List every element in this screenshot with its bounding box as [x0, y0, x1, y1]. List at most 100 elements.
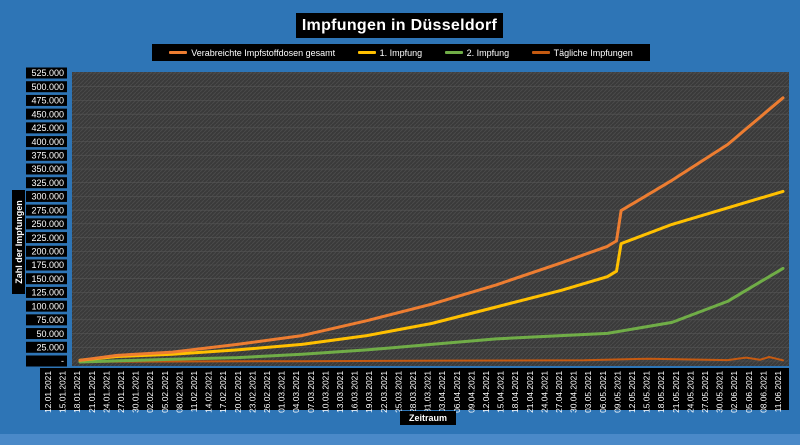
y-tick-label: 325.000 — [31, 178, 64, 188]
xtick-band — [40, 368, 789, 410]
series-line-3 — [79, 356, 784, 363]
x-tick-label: 03.04.2021 — [437, 371, 447, 413]
y-tick-bg — [26, 273, 67, 285]
y-tick-bg — [26, 163, 67, 175]
y-tick-label: 425.000 — [31, 123, 64, 133]
y-tick-bg — [26, 136, 67, 148]
x-tick-label: 22.03.2021 — [379, 371, 389, 413]
legend-item: 1. Impfung — [357, 47, 423, 58]
x-tick-label: 16.03.2021 — [350, 371, 360, 413]
y-tick-label: 200.000 — [31, 246, 64, 256]
x-tick-label: 24.01.2021 — [101, 371, 111, 413]
x-tick-label: 21.04.2021 — [525, 371, 535, 413]
x-tick-label: 26.02.2021 — [262, 371, 272, 413]
x-tick-label: 17.02.2021 — [218, 371, 228, 413]
x-tick-label: 18.04.2021 — [510, 371, 520, 413]
x-tick-label: 31.03.2021 — [423, 371, 433, 413]
x-tick-label: 27.04.2021 — [554, 371, 564, 413]
y-tick-label: 225.000 — [31, 233, 64, 243]
y-tick-bg — [26, 355, 67, 367]
y-tick-bg — [26, 245, 67, 257]
x-tick-label: 19.03.2021 — [364, 371, 374, 413]
x-tick-label: 15.05.2021 — [642, 371, 652, 413]
x-tick-label: 01.03.2021 — [277, 371, 287, 413]
y-tick-label: - — [61, 356, 64, 366]
y-tick-bg — [26, 67, 67, 79]
x-tick-label: 24.05.2021 — [685, 371, 695, 413]
x-tick-label: 28.03.2021 — [408, 371, 418, 413]
y-tick-bg — [26, 108, 67, 120]
x-tick-label: 21.01.2021 — [87, 371, 97, 413]
x-tick-label: 27.05.2021 — [700, 371, 710, 413]
x-tick-label: 05.02.2021 — [160, 371, 170, 413]
x-tick-label: 12.01.2021 — [43, 371, 53, 413]
y-tick-bg — [26, 286, 67, 298]
legend-swatch — [169, 51, 188, 54]
x-axis-title: Zeitraum — [400, 411, 456, 425]
y-tick-bg — [26, 122, 67, 134]
x-tick-label: 25.03.2021 — [393, 371, 403, 413]
x-tick-label: 20.02.2021 — [233, 371, 243, 413]
y-tick-bg — [26, 204, 67, 216]
x-tick-label: 15.01.2021 — [58, 371, 68, 413]
y-tick-bg — [26, 328, 67, 340]
y-tick-bg — [26, 218, 67, 230]
y-tick-bg — [26, 149, 67, 161]
y-tick-bg — [26, 190, 67, 202]
x-tick-label: 24.04.2021 — [539, 371, 549, 413]
chart-title: Impfungen in Düsseldorf — [296, 13, 503, 38]
legend-swatch — [357, 51, 376, 54]
x-tick-label: 11.02.2021 — [189, 371, 199, 413]
y-tick-label: 150.000 — [31, 274, 64, 284]
x-tick-label: 18.01.2021 — [72, 371, 82, 413]
y-tick-label: 25.000 — [36, 342, 64, 352]
y-tick-label: 525.000 — [31, 68, 64, 78]
x-tick-label: 06.04.2021 — [452, 371, 462, 413]
x-tick-label: 21.05.2021 — [671, 371, 681, 413]
series-line-2 — [78, 266, 785, 364]
y-tick-bg — [26, 314, 67, 326]
legend-label: 1. Impfung — [379, 47, 423, 58]
y-tick-bg — [26, 259, 67, 271]
x-tick-label: 18.05.2021 — [656, 371, 666, 413]
plot-area — [72, 72, 789, 366]
y-tick-label: 125.000 — [31, 288, 64, 298]
x-tick-label: 30.04.2021 — [569, 371, 579, 413]
x-tick-label: 02.06.2021 — [729, 371, 739, 413]
x-tick-label: 05.06.2021 — [744, 371, 754, 413]
y-tick-label: 75.000 — [36, 315, 64, 325]
y-tick-label: 375.000 — [31, 150, 64, 160]
legend-label: 2. Impfung — [466, 47, 510, 58]
y-tick-label: 450.000 — [31, 109, 64, 119]
x-tick-label: 11.06.2021 — [773, 371, 783, 413]
legend-swatch — [444, 51, 463, 54]
x-tick-label: 23.02.2021 — [247, 371, 257, 413]
legend-swatch — [531, 51, 550, 54]
legend-item: 2. Impfung — [444, 47, 510, 58]
legend: Verabreichte Impfstoffdosen gesamt 1. Im… — [152, 44, 650, 61]
x-tick-label: 10.03.2021 — [320, 371, 330, 413]
x-tick-label: 08.06.2021 — [758, 371, 768, 413]
y-tick-label: 500.000 — [31, 82, 64, 92]
y-tick-bg — [26, 300, 67, 312]
x-tick-label: 30.05.2021 — [715, 371, 725, 413]
y-tick-label: 400.000 — [31, 137, 64, 147]
x-tick-label: 30.01.2021 — [131, 371, 141, 413]
x-tick-label: 14.02.2021 — [204, 371, 214, 413]
y-tick-label: 275.000 — [31, 205, 64, 215]
legend-label: Tägliche Impfungen — [553, 47, 633, 58]
y-tick-bg — [26, 177, 67, 189]
x-tick-label: 06.05.2021 — [598, 371, 608, 413]
y-axis-title: Zahl der Impfungen — [12, 190, 25, 294]
y-tick-label: 250.000 — [31, 219, 64, 229]
x-tick-label: 08.02.2021 — [174, 371, 184, 413]
x-tick-label: 02.02.2021 — [145, 371, 155, 413]
legend-label: Verabreichte Impfstoffdosen gesamt — [191, 47, 336, 58]
y-tick-bg — [26, 94, 67, 106]
bottom-strip — [0, 434, 800, 445]
series-line-1 — [78, 189, 785, 362]
x-tick-label: 15.04.2021 — [496, 371, 506, 413]
y-tick-label: 350.000 — [31, 164, 64, 174]
series-line-0 — [78, 96, 785, 362]
